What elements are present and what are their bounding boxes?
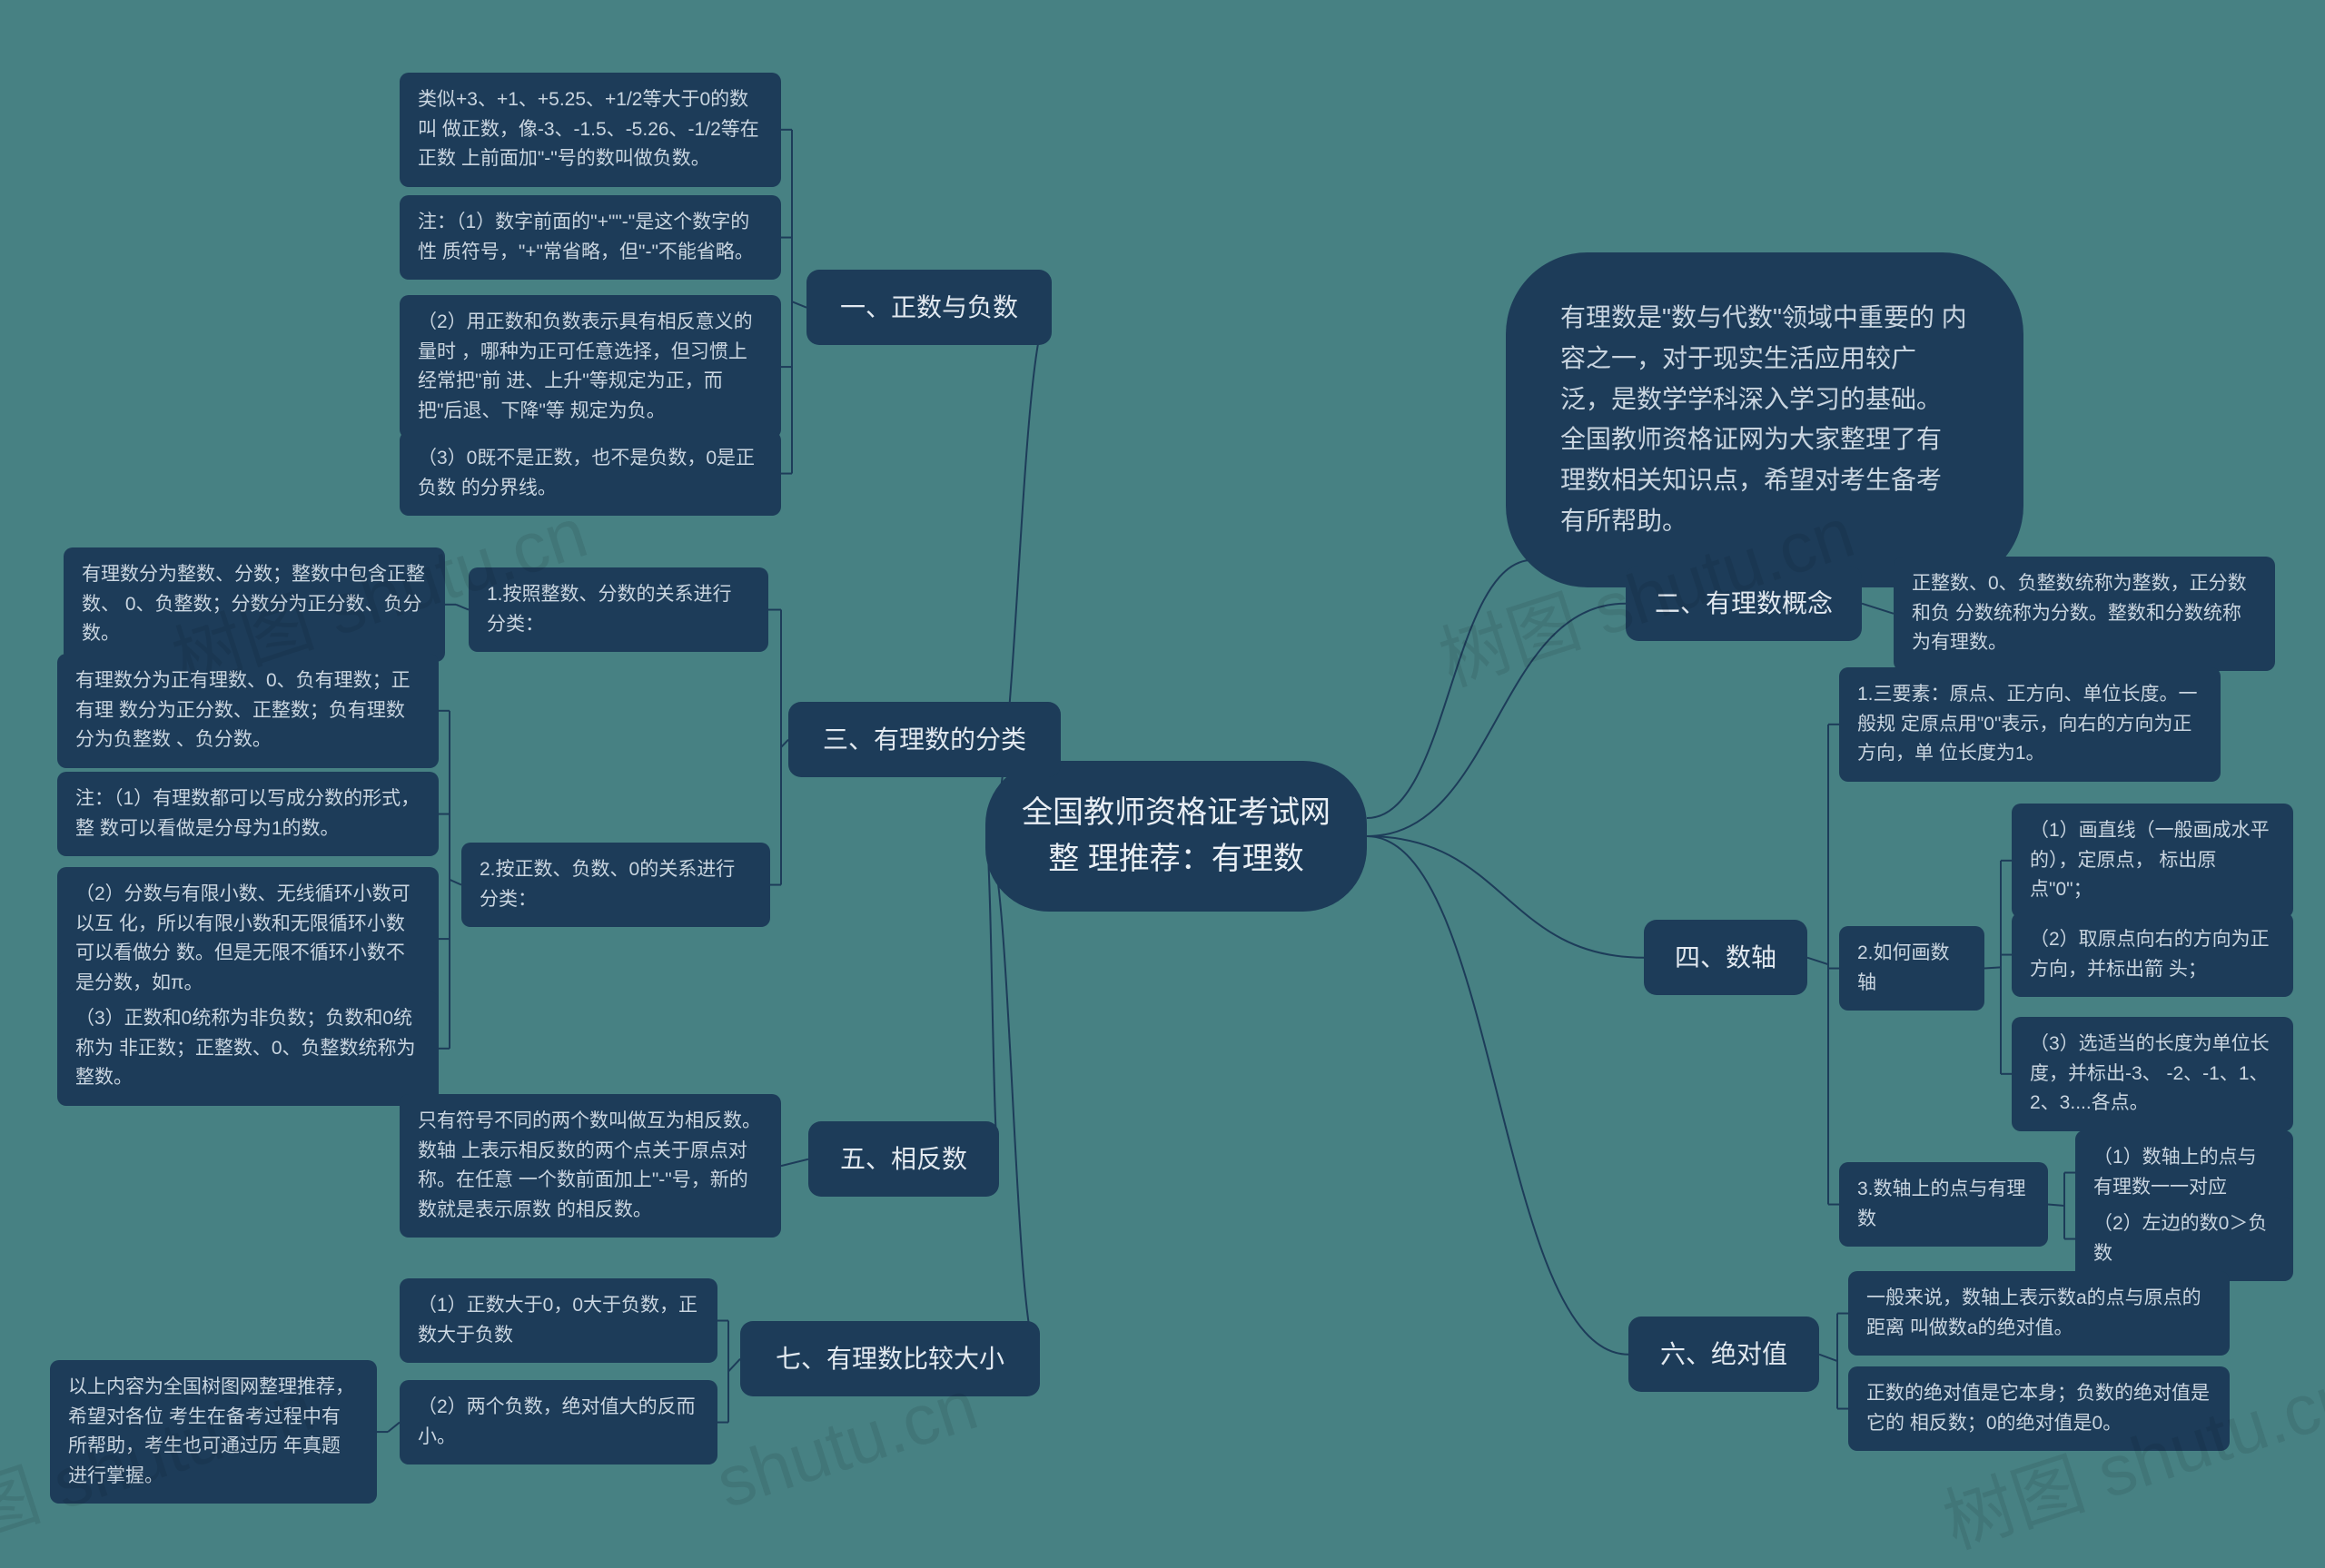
b3-leaf-1-3: （3）正数和0统称为非负数；负数和0统称为 非正数；正整数、0、负整数统称为整数… (57, 991, 439, 1106)
b3-leaf-0-0: 有理数分为整数、分数；整数中包含正整数、 0、负整数；分数分为正分数、负分数。 (64, 547, 445, 662)
center-node: 全国教师资格证考试网整 理推荐：有理数 (985, 761, 1367, 912)
b5-leaf-0: 只有符号不同的两个数叫做互为相反数。数轴 上表示相反数的两个点关于原点对称。在任… (400, 1094, 781, 1238)
b5: 五、相反数 (808, 1121, 999, 1197)
intro-node: 有理数是"数与代数"领域中重要的 内容之一，对于现实生活应用较广 泛，是数学学科… (1506, 252, 2023, 587)
b7: 七、有理数比较大小 (740, 1321, 1040, 1396)
b6-leaf-1: 正数的绝对值是它本身；负数的绝对值是它的 相反数；0的绝对值是0。 (1848, 1366, 2230, 1451)
b4-leaf-1-0: （1）画直线（一般画成水平的），定原点， 标出原点"0"； (2012, 804, 2293, 918)
b3: 三、有理数的分类 (788, 702, 1061, 777)
b4: 四、数轴 (1644, 920, 1807, 995)
b4-leaf-2: 3.数轴上的点与有理数 (1839, 1162, 2048, 1247)
b3-leaf-0: 1.按照整数、分数的关系进行分类： (469, 567, 768, 652)
b7-leaf-1: （2）两个负数，绝对值大的反而小。 (400, 1380, 717, 1464)
b1-leaf-0: 类似+3、+1、+5.25、+1/2等大于0的数叫 做正数，像-3、-1.5、-… (400, 73, 781, 187)
b4-leaf-1-1: （2）取原点向右的方向为正方向，并标出箭 头； (2012, 912, 2293, 997)
b7-leaf-0: （1）正数大于0，0大于负数，正数大于负数 (400, 1278, 717, 1363)
b6-leaf-0: 一般来说，数轴上表示数a的点与原点的距离 叫做数a的绝对值。 (1848, 1271, 2230, 1356)
b2: 二、有理数概念 (1626, 566, 1862, 641)
b3-leaf-1-0: 有理数分为正有理数、0、负有理数；正有理 数分为正分数、正整数；负有理数分为负整… (57, 654, 439, 768)
b4-leaf-1-2: （3）选适当的长度为单位长度，并标出-3、 -2、-1、1、2、3....各点。 (2012, 1017, 2293, 1131)
b4-leaf-0: 1.三要素：原点、正方向、单位长度。一般规 定原点用"0"表示，向右的方向为正方… (1839, 667, 2221, 782)
b1: 一、正数与负数 (806, 270, 1052, 345)
b7-leaf-1-0: 以上内容为全国树图网整理推荐，希望对各位 考生在备考过程中有所帮助，考生也可通过… (50, 1360, 377, 1504)
b4-leaf-2-1: （2）左边的数0＞负数 (2075, 1197, 2293, 1281)
b3-leaf-1-1: 注：（1）有理数都可以写成分数的形式，整 数可以看做是分母为1的数。 (57, 772, 439, 856)
b1-leaf-3: （3）0既不是正数，也不是负数，0是正负数 的分界线。 (400, 431, 781, 516)
b1-leaf-1: 注：（1）数字前面的"+""-"是这个数字的性 质符号，"+"常省略，但"-"不… (400, 195, 781, 280)
b3-leaf-1: 2.按正数、负数、0的关系进行分类： (461, 843, 770, 927)
b3-leaf-1-2: （2）分数与有限小数、无线循环小数可以互 化，所以有限小数和无限循环小数可以看做… (57, 867, 439, 1011)
b6: 六、绝对值 (1628, 1317, 1819, 1392)
b4-leaf-1: 2.如何画数轴 (1839, 926, 1984, 1011)
b1-leaf-2: （2）用正数和负数表示具有相反意义的量时 ，哪种为正可任意选择，但习惯上经常把"… (400, 295, 781, 439)
b2-leaf-0: 正整数、0、负整数统称为整数，正分数和负 分数统称为分数。整数和分数统称为有理数… (1894, 557, 2275, 671)
